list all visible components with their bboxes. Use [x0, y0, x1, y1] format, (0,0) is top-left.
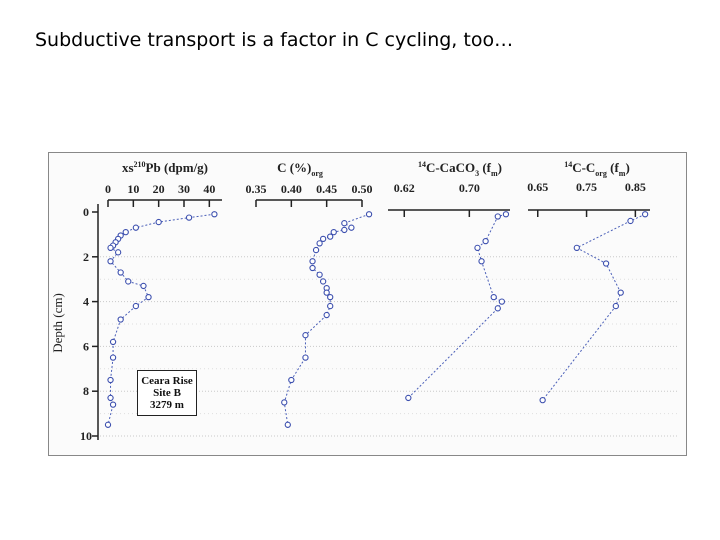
inset-line-3: 3279 m [150, 399, 184, 411]
data-point [316, 240, 323, 247]
panel-1: 0 10 20 30 40 xs210Pb (dpm/g) [104, 160, 222, 428]
data-point [109, 338, 117, 346]
data-point [284, 421, 291, 428]
data-point [602, 260, 610, 267]
panel-x-tick-label: 30 [178, 182, 190, 196]
panel-x-tick-label: 0.62 [394, 181, 415, 195]
data-point [323, 311, 330, 319]
data-point [302, 332, 309, 339]
data-point [288, 376, 295, 384]
data-point [641, 211, 649, 218]
data-point [478, 258, 485, 265]
panel-3: 0.62 0.70 14C-CaCO3 (fm) [388, 160, 510, 402]
panel-x-tick-label: 0.40 [281, 182, 302, 196]
data-point [316, 271, 323, 278]
data-point [627, 217, 634, 225]
data-point [117, 316, 124, 323]
panel-title: 14C-CaCO3 (fm) [418, 160, 502, 178]
panel-x-tick-label: 40 [203, 182, 215, 196]
data-point [405, 394, 412, 402]
depth-tick-label: 6 [83, 339, 89, 353]
data-point [145, 293, 152, 301]
site-inset-box: Ceara Rise Site B 3279 m [137, 370, 197, 416]
data-point [494, 213, 501, 220]
data-point [104, 421, 112, 428]
depth-axis-label: Depth (cm) [50, 293, 65, 353]
depth-axis: 0 2 4 6 8 10 [80, 204, 99, 443]
data-point [107, 376, 114, 384]
depth-tick-label: 4 [83, 295, 89, 309]
depth-tick-label: 10 [80, 429, 92, 443]
series-line [283, 213, 370, 425]
panel-4: 0.65 0.75 0.85 14C-Corg (fm) [527, 160, 650, 404]
data-point [482, 237, 489, 245]
data-point [502, 211, 510, 218]
data-point [494, 305, 501, 312]
data-point [109, 354, 117, 361]
data-point [319, 235, 327, 243]
data-point [309, 258, 316, 265]
series-line [407, 213, 507, 399]
panel-x-tick-label: 0.70 [459, 181, 480, 195]
panel-title: 14C-Corg (fm) [564, 160, 630, 178]
data-point [617, 289, 624, 296]
data-point [341, 220, 348, 227]
data-point [281, 399, 288, 406]
depth-tick-label: 2 [83, 250, 89, 264]
panel-x-tick-label: 10 [127, 182, 139, 196]
data-point [319, 278, 327, 285]
panel-title: C (%)org [277, 160, 323, 178]
series-line [542, 213, 646, 401]
data-point [155, 218, 162, 226]
panel-x-tick-label: 0.45 [316, 182, 337, 196]
panel-2: 0.35 0.40 0.45 0.50 C (%)org [246, 160, 373, 428]
data-point [365, 211, 373, 218]
data-point [490, 293, 497, 301]
data-point [109, 401, 117, 408]
data-point [498, 298, 506, 305]
panel-x-tick-label: 0.75 [576, 180, 597, 194]
depth-tick-label: 0 [83, 205, 89, 219]
data-point [107, 258, 114, 265]
data-point [474, 244, 481, 251]
panel-x-tick-label: 0.35 [246, 182, 267, 196]
data-point [348, 224, 355, 231]
data-point [185, 214, 193, 221]
data-point [211, 211, 218, 218]
panel-x-tick-label: 20 [153, 182, 165, 196]
data-point [132, 224, 140, 231]
depth-tick-label: 8 [83, 384, 89, 398]
data-point [309, 264, 316, 272]
data-point [117, 269, 124, 276]
inset-line-1: Ceara Rise [141, 375, 193, 387]
panels: 0 10 20 30 40 xs210Pb (dpm/g) 0.35 0.40 0.45 0.50… [104, 160, 650, 428]
data-point [327, 293, 334, 301]
data-point [302, 354, 309, 361]
panel-x-tick-label: 0.65 [527, 180, 548, 194]
data-point [122, 229, 129, 236]
data-point [125, 278, 132, 285]
panel-x-tick-label: 0.50 [352, 182, 373, 196]
panel-x-tick-label: 0.85 [625, 180, 646, 194]
panel-x-tick-label: 0 [105, 182, 111, 196]
data-point [140, 282, 147, 290]
inset-line-2: Site B [153, 387, 181, 399]
data-point [107, 244, 114, 251]
data-point [114, 249, 122, 256]
data-point [323, 289, 330, 296]
data-point [327, 302, 334, 310]
data-point [539, 397, 546, 404]
panel-title: xs210Pb (dpm/g) [122, 160, 208, 175]
data-point [132, 302, 140, 310]
data-point [330, 229, 337, 236]
data-point [107, 394, 114, 402]
data-point [312, 246, 320, 254]
data-point [612, 302, 619, 310]
data-point [573, 244, 580, 251]
data-point [341, 226, 348, 234]
slide-title: Subductive transport is a factor in C cy… [35, 29, 514, 51]
data-point [327, 233, 334, 240]
